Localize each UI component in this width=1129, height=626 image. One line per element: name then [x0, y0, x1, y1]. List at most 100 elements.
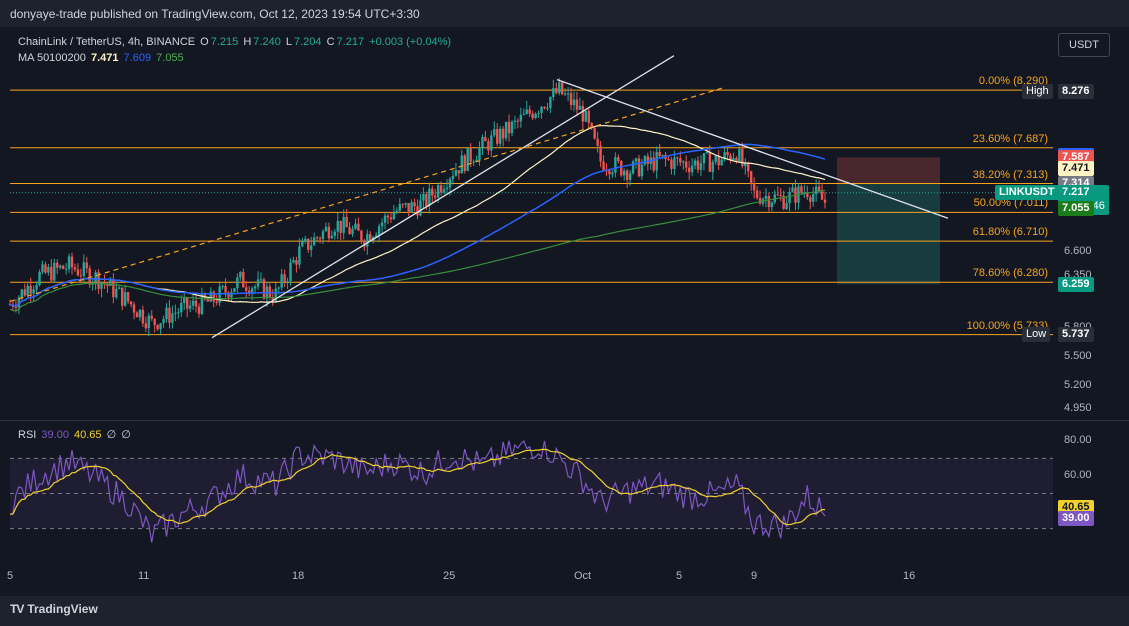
candle-body	[623, 170, 626, 176]
candle-body	[738, 148, 741, 162]
candle-body	[596, 138, 599, 146]
candle-body	[82, 262, 86, 276]
price-label-low-value: 5.737	[1058, 327, 1094, 343]
candle-body	[35, 284, 38, 290]
candle-body	[407, 203, 410, 213]
candle-body	[708, 152, 712, 172]
candle-body	[250, 288, 254, 294]
candle-body	[103, 281, 106, 284]
candle-body	[460, 155, 463, 174]
time-axis-tick: 5	[676, 570, 683, 582]
chart-legend: ChainLink / TetherUS, 4h, BINANCE O 7.215…	[18, 36, 453, 48]
candle-body	[153, 318, 156, 325]
candle-body	[206, 299, 210, 302]
candle-body	[673, 157, 676, 169]
candle-body	[735, 158, 738, 162]
candle-body	[540, 106, 543, 113]
candle-body	[383, 215, 387, 223]
time-axis-tick: 11	[138, 570, 150, 582]
candle-body	[776, 194, 779, 196]
candle-body	[513, 120, 517, 122]
candle-body	[354, 223, 357, 229]
candle-body	[637, 158, 641, 177]
currency-button[interactable]: USDT	[1058, 33, 1110, 57]
candle-body	[445, 187, 449, 190]
candle-body	[348, 227, 351, 235]
candle-body	[687, 167, 691, 173]
candle-body	[640, 164, 644, 177]
high-value: 7.240	[253, 36, 281, 48]
candle-body	[132, 304, 136, 313]
candle-body	[129, 301, 133, 305]
candle-body	[741, 148, 744, 167]
candle-body	[628, 173, 632, 180]
candle-body	[439, 185, 443, 193]
candle-body	[236, 277, 239, 289]
candle-body	[185, 297, 189, 309]
candle-body	[253, 286, 257, 289]
candle-body	[180, 303, 183, 313]
candle-body	[304, 238, 307, 242]
low-key: L	[285, 36, 292, 48]
candle-body	[392, 212, 396, 220]
candle-body	[425, 194, 428, 207]
candle-body	[389, 217, 393, 220]
candle-body	[274, 288, 277, 301]
candle-body	[611, 172, 614, 175]
candle-body	[413, 202, 416, 207]
candle-body	[581, 105, 585, 122]
candle-body	[32, 289, 35, 294]
candle-body	[321, 231, 325, 239]
candle-body	[56, 262, 59, 268]
candle-body	[522, 113, 526, 115]
candle-body	[230, 291, 233, 298]
candle-body	[404, 203, 407, 205]
candle-body	[209, 291, 212, 302]
candle-body	[280, 274, 283, 288]
candle-body	[183, 297, 186, 304]
low-value: 7.204	[294, 36, 322, 48]
candle-body	[398, 204, 401, 211]
candle-body	[58, 265, 62, 268]
candle-body	[76, 269, 80, 276]
fib-label-0: 0.00% (8.290)	[978, 75, 1048, 88]
candle-body	[271, 297, 275, 301]
candle-body	[156, 324, 159, 330]
candle-body	[676, 157, 679, 159]
candle-body	[599, 145, 602, 162]
candle-body	[496, 129, 499, 144]
fib-label-3: 50.00% (7.011)	[973, 197, 1048, 210]
candle-body	[670, 159, 673, 169]
candle-body	[351, 228, 354, 235]
candle-body	[558, 82, 561, 94]
price-axis-tick: 4.950	[1064, 402, 1092, 415]
change-value: +0.003 (+0.04%)	[369, 36, 452, 48]
candle-body	[194, 300, 198, 307]
candle-body	[525, 109, 528, 114]
price-label-3: 7.471	[1058, 161, 1094, 177]
candle-body	[360, 230, 363, 242]
candlestick-chart[interactable]	[0, 27, 1129, 596]
tradingview-logo[interactable]: TV TradingView	[10, 602, 98, 616]
candle-body	[758, 197, 762, 204]
candle-body	[646, 156, 650, 164]
candle-body	[112, 279, 115, 298]
candle-body	[602, 161, 605, 171]
candle-body	[17, 297, 21, 308]
candle-body	[215, 301, 218, 303]
candle-body	[803, 192, 806, 194]
candle-body	[50, 266, 53, 281]
candle-body	[614, 157, 617, 173]
candle-body	[67, 256, 71, 269]
rsi-ma-line	[9, 448, 825, 526]
candle-body	[97, 272, 100, 289]
fib-label-5: 78.60% (6.280)	[972, 267, 1048, 280]
candle-body	[377, 226, 381, 236]
time-axis-tick: 5	[7, 570, 14, 582]
candle-body	[752, 183, 756, 191]
candle-body	[141, 309, 145, 324]
candle-body	[800, 186, 803, 193]
candle-body	[481, 137, 484, 148]
price-label-low: Low	[1022, 327, 1051, 343]
ma100-line	[9, 143, 826, 308]
